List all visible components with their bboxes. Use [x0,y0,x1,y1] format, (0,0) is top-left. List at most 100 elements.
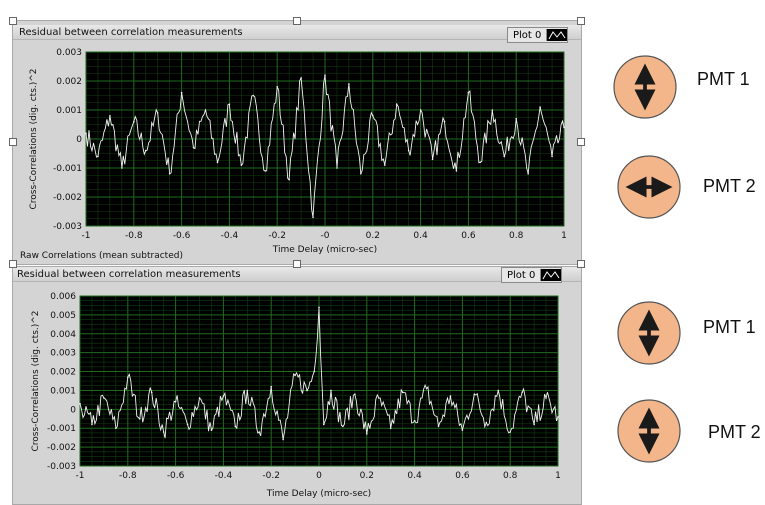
data-point [133,120,135,123]
resize-handle[interactable] [577,138,585,146]
resize-handle[interactable] [9,17,17,25]
data-point [545,397,547,399]
legend-line-icon [540,269,562,281]
data-point [294,374,296,377]
data-point [252,94,255,97]
data-point [300,77,302,79]
data-point [389,427,392,430]
x-axis-label: Time Delay (micro-sec) [272,245,377,255]
chart-title: Residual between correlation measurement… [17,269,241,280]
x-tick-label: 0.8 [503,471,518,481]
chart-title: Residual between correlation measurement… [19,27,243,38]
resize-handle[interactable] [577,17,585,25]
x-tick-label: 1 [555,471,561,481]
data-point [192,146,195,149]
data-point [85,132,87,134]
data-point [407,149,410,152]
data-point [115,427,117,430]
data-point [557,416,559,418]
data-point [563,126,565,129]
data-point [222,395,225,397]
data-point [264,170,267,172]
data-point [449,395,452,397]
data-point [437,425,440,428]
data-point [491,109,494,111]
data-point [521,391,523,394]
data-point [180,91,183,94]
chart-title-bar [13,267,581,282]
x-tick-label: 0.6 [455,471,470,481]
data-point [282,438,284,441]
data-point [258,431,261,433]
pmt-label: PMT 2 [703,176,756,196]
resize-handle[interactable] [9,138,17,146]
data-point [204,109,207,111]
y-tick-label: -0.003 [47,462,76,472]
resize-handle[interactable] [293,260,301,268]
y-axis-label: Cross-Correlations (dig. cts.)^2 [31,310,41,451]
data-point [91,423,93,426]
data-point [288,178,290,181]
data-point [210,429,213,431]
pmt-label: PMT 2 [708,422,761,442]
legend-line-icon [546,29,568,41]
resize-handle[interactable] [577,260,585,268]
y-tick-label: 0.006 [50,292,76,302]
data-point [425,387,428,390]
chart-footer-label: Raw Correlations (mean subtracted) [20,251,183,261]
plot-legend[interactable]: Plot 0 [501,267,563,283]
resize-handle[interactable] [9,260,17,268]
data-point [162,431,165,433]
data-point [395,103,398,105]
data-point [198,397,201,399]
data-point [539,106,541,108]
data-point [103,397,105,399]
y-tick-label: -0.001 [47,424,76,434]
data-point [467,91,470,94]
chart-title-bar [13,25,581,40]
data-point [234,425,237,428]
data-point [401,391,404,394]
x-tick-label: 0 [316,471,322,481]
data-point [144,149,147,152]
data-point [443,120,446,123]
plot-legend[interactable]: Plot 0 [507,27,569,43]
data-point [377,397,380,399]
y-tick-label: 0.004 [50,330,76,340]
data-point [479,161,482,163]
data-point [348,83,350,85]
resize-handle[interactable] [293,17,301,25]
data-point [342,425,344,428]
y-tick-label: 0.002 [50,368,76,378]
data-point [419,109,422,111]
x-tick-label: 0.4 [413,231,428,241]
data-point [150,391,153,394]
chart-top: -1 -0.8 -0.6 -0.4 -0.2 -0 0.2 0.4 0.6 0.8 1 0.003 0.… [20,48,567,261]
x-tick-label: -0.6 [167,471,185,481]
data-point [515,117,517,120]
y-tick-label: 0.003 [50,349,76,359]
x-tick-label: 1 [561,231,567,241]
data-point [156,112,159,114]
pmt-label: PMT 1 [703,317,756,337]
data-point [330,389,332,392]
y-tick-label: 0.002 [56,77,82,87]
x-tick-label: -1 [76,471,85,481]
x-tick-label: 0.2 [360,471,374,481]
data-point [312,216,314,219]
x-tick-label: -0.8 [119,471,137,481]
x-axis-label: Time Delay (micro-sec) [266,489,371,499]
data-point [455,170,458,172]
x-tick-label: -0.2 [262,471,280,481]
y-tick-label: -0.002 [53,193,82,203]
data-point [497,389,500,392]
y-tick-label: 0 [70,405,76,415]
x-tick-label: -0.4 [221,231,239,241]
data-point [97,155,99,158]
y-tick-label: -0.001 [53,164,82,174]
data-point [533,423,535,426]
data-point [168,173,171,175]
data-point [121,167,123,169]
data-point [138,417,141,420]
data-point [276,86,279,88]
